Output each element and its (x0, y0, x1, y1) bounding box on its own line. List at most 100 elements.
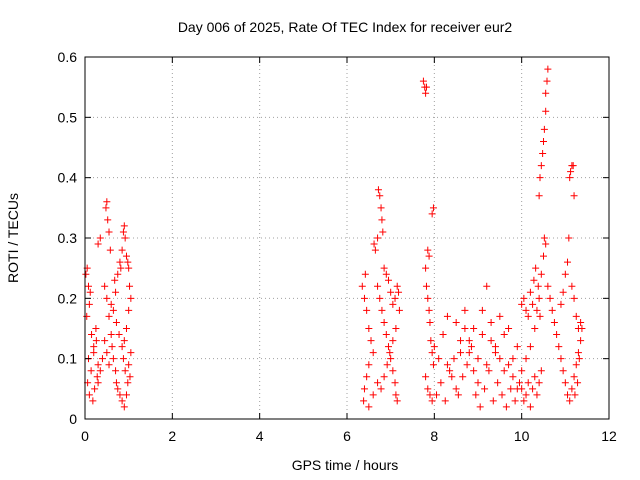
data-point (524, 312, 532, 320)
data-point (395, 306, 403, 314)
data-point (93, 373, 101, 381)
data-point (511, 397, 519, 405)
data-point (360, 397, 368, 405)
y-tick-label: 0.6 (58, 49, 78, 65)
data-point (371, 246, 379, 254)
plot-frame (84, 56, 610, 420)
data-point (529, 300, 537, 308)
data-point (540, 125, 548, 133)
data-point (526, 403, 534, 411)
data-point (425, 252, 433, 260)
data-point (533, 306, 541, 314)
data-point (91, 385, 99, 393)
data-point (476, 403, 484, 411)
data-point (577, 337, 585, 345)
data-point (124, 379, 132, 387)
data-point (393, 282, 401, 290)
data-point (424, 294, 432, 302)
data-point (570, 192, 578, 200)
data-point (101, 337, 109, 345)
data-point (470, 367, 478, 375)
data-point (570, 373, 578, 381)
data-point (422, 373, 430, 381)
data-point (461, 325, 469, 332)
data-point (544, 282, 552, 290)
data-point (524, 379, 532, 387)
data-point (489, 397, 497, 405)
data-point (389, 300, 397, 308)
data-point (498, 391, 506, 399)
data-point (363, 373, 371, 381)
data-point (86, 288, 94, 296)
data-point (370, 240, 378, 248)
data-point (496, 312, 504, 320)
data-point (577, 318, 585, 326)
data-point (426, 391, 434, 399)
data-point (452, 385, 460, 393)
data-point (433, 391, 441, 399)
data-point (544, 65, 552, 73)
data-point (419, 77, 427, 85)
data-point (358, 282, 366, 290)
data-point (536, 174, 544, 182)
data-point (380, 264, 388, 272)
data-point (566, 397, 574, 405)
data-point (376, 192, 384, 200)
data-point (361, 270, 369, 278)
data-point (515, 379, 523, 387)
data-point (90, 343, 98, 351)
data-point (452, 318, 460, 326)
data-point (365, 325, 373, 332)
y-axis-label: ROTI / TECUs (5, 193, 21, 283)
data-point (478, 306, 486, 314)
data-point (574, 349, 582, 357)
data-point (391, 379, 399, 387)
data-point (369, 349, 377, 357)
data-point (518, 300, 526, 308)
data-point (121, 367, 129, 375)
data-point (112, 367, 120, 375)
data-point (88, 331, 96, 339)
data-point (360, 385, 368, 393)
data-point (569, 162, 577, 170)
data-point (529, 385, 537, 393)
data-point (437, 379, 445, 387)
data-point (106, 246, 114, 254)
data-point (428, 349, 436, 357)
data-point (101, 282, 109, 290)
y-tick-label: 0.4 (58, 170, 78, 186)
data-point (474, 355, 482, 363)
data-point (116, 391, 124, 399)
x-tick-label: 12 (601, 428, 617, 444)
data-point (422, 282, 430, 290)
data-point (82, 270, 90, 278)
data-point (485, 367, 493, 375)
data-point (427, 337, 435, 345)
data-points (82, 65, 586, 411)
data-point (572, 312, 580, 320)
data-point (502, 403, 510, 411)
data-point (103, 294, 111, 302)
data-point (109, 355, 117, 363)
data-point (435, 355, 443, 363)
data-point (568, 282, 576, 290)
data-point (374, 234, 382, 242)
data-point (450, 355, 458, 363)
axis-ticks: 0 0.1 0.2 0.3 0.4 0.5 0.6 0 2 4 6 8 10 12 (58, 49, 617, 444)
data-point (559, 288, 567, 296)
data-point (459, 373, 467, 381)
data-point (387, 355, 395, 363)
x-tick-label: 10 (514, 428, 530, 444)
data-point (395, 288, 403, 296)
x-tick-label: 2 (168, 428, 176, 444)
data-point (491, 349, 499, 357)
data-point (127, 349, 135, 357)
data-point (120, 403, 128, 411)
data-point (531, 325, 539, 332)
data-point (360, 294, 368, 302)
x-axis-label: GPS time / hours (292, 457, 399, 473)
data-point (531, 373, 539, 381)
data-point (383, 361, 391, 369)
data-point (496, 355, 504, 363)
data-point (382, 331, 390, 339)
